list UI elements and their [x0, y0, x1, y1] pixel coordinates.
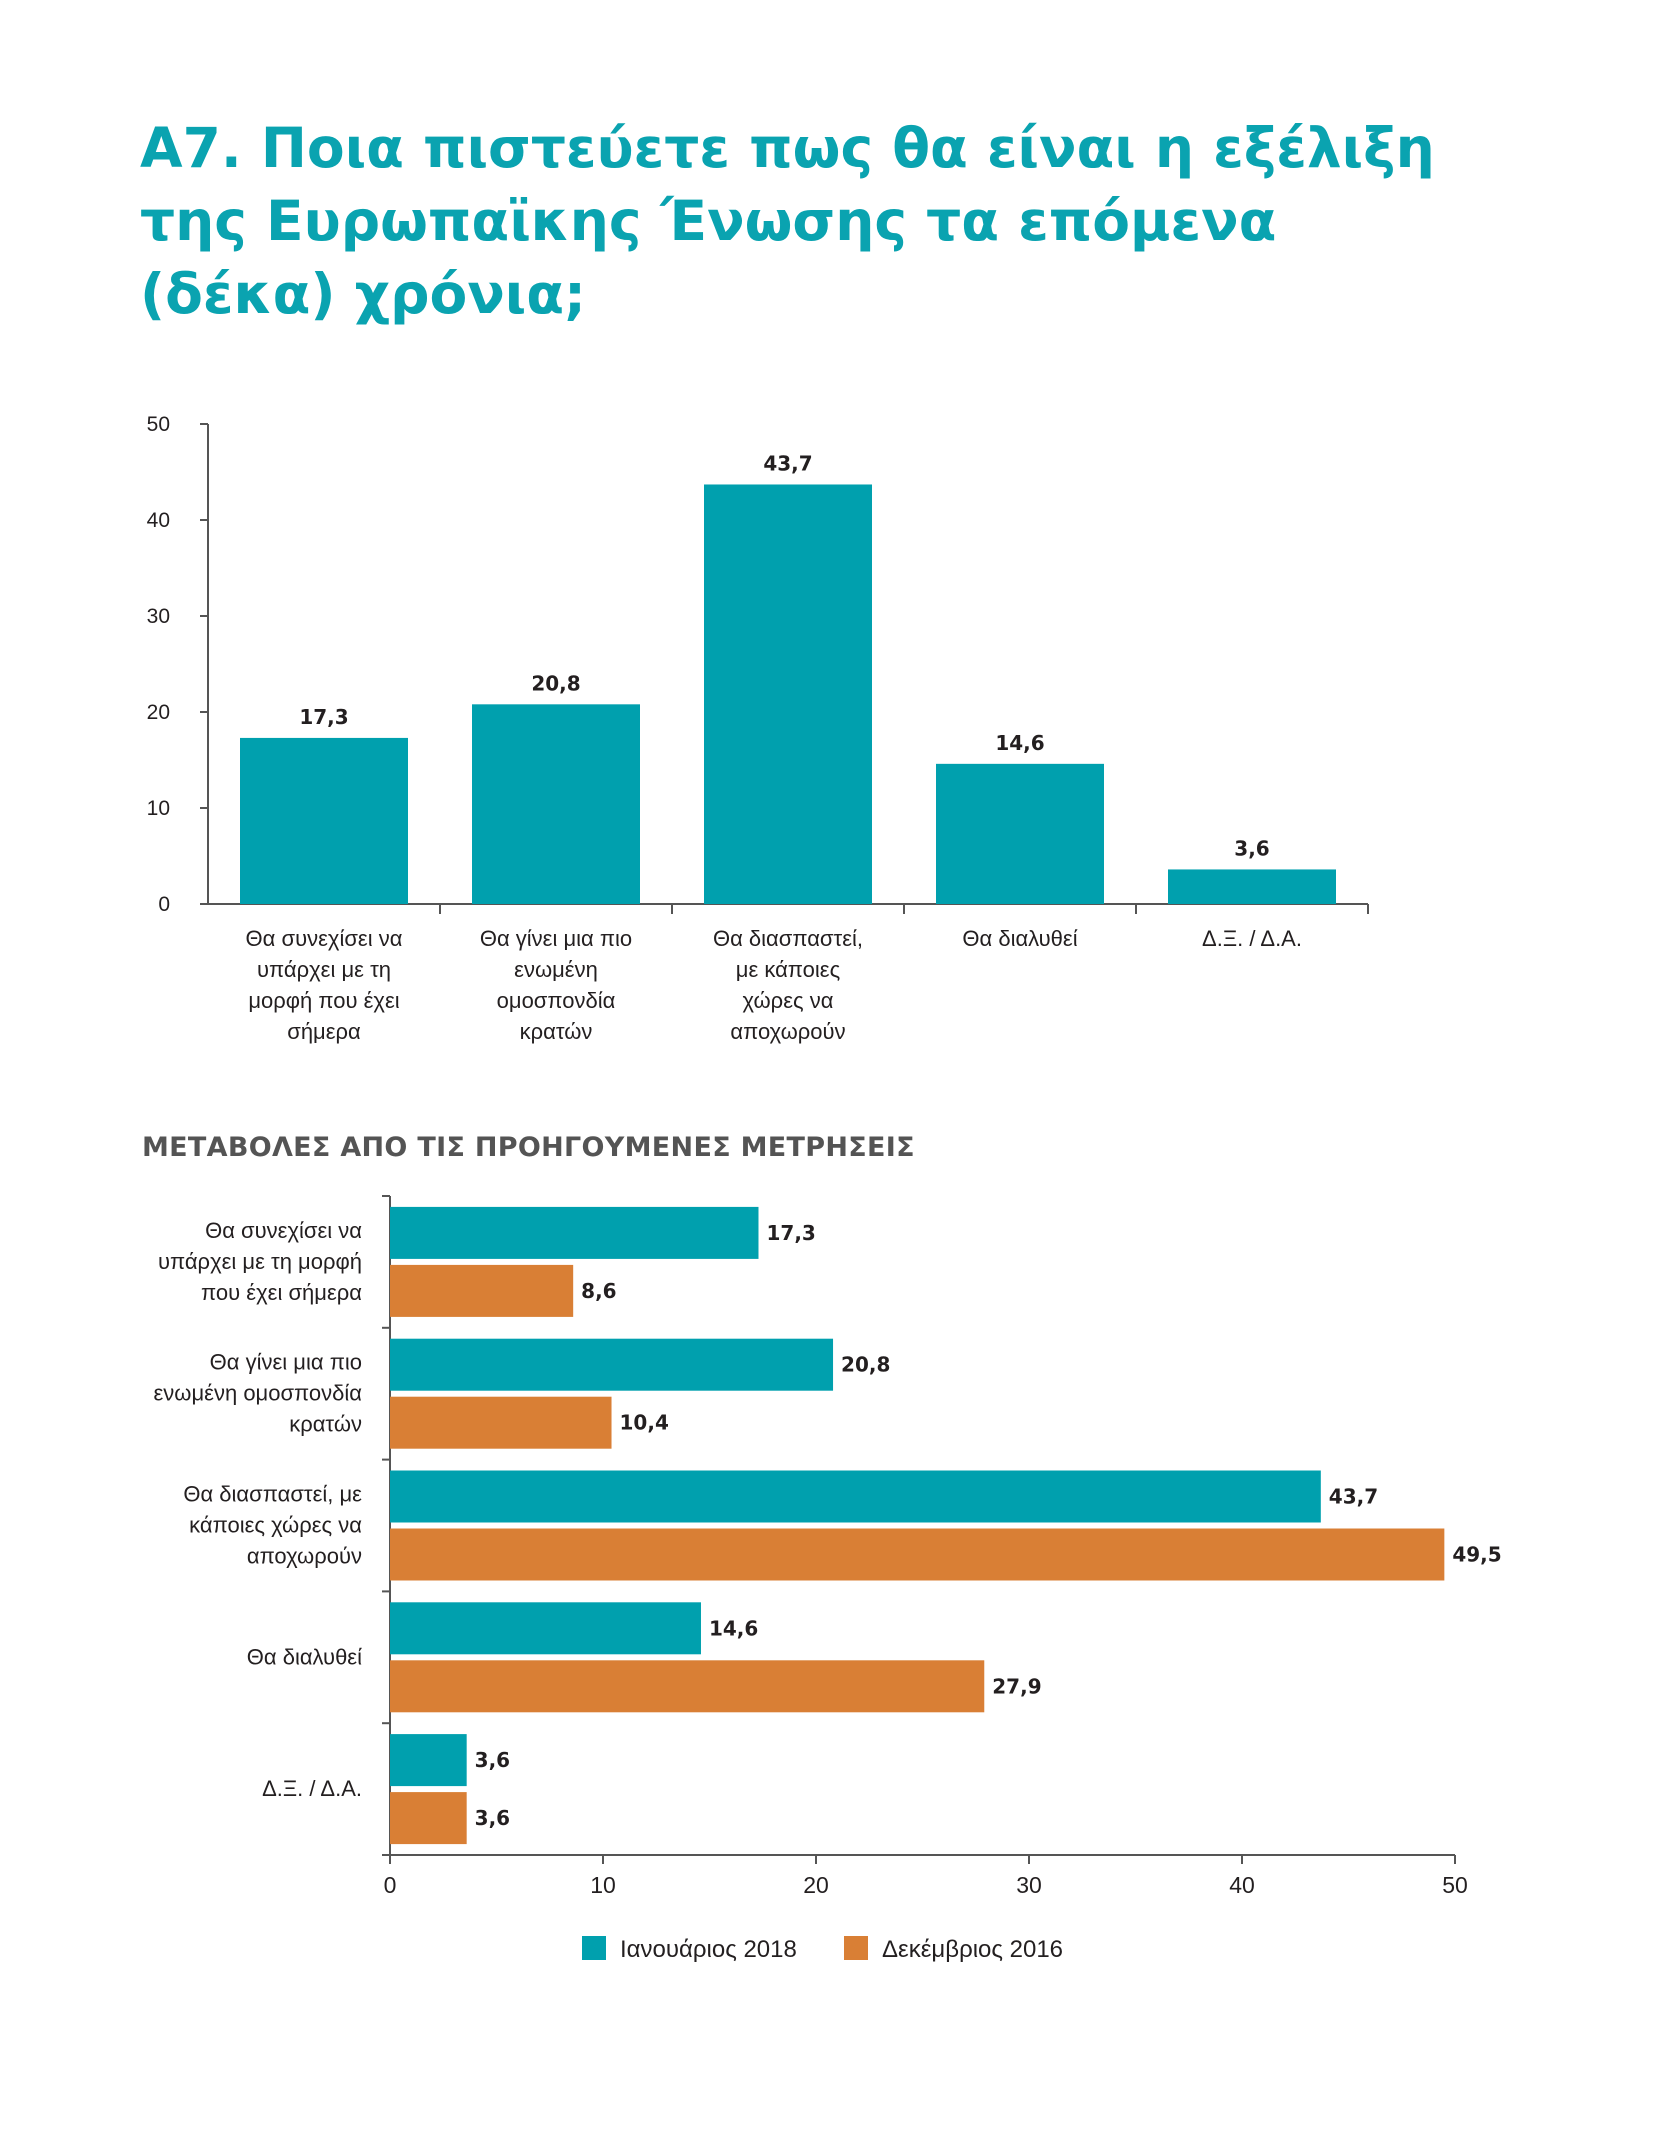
- data-label: 3,6: [475, 1806, 510, 1830]
- y-category-label: που έχει σήμερα: [201, 1280, 362, 1305]
- y-category-label: κάποιες χώρες να: [189, 1513, 362, 1538]
- x-tick-label: 10: [590, 1872, 616, 1898]
- x-tick-label: 40: [1229, 1872, 1255, 1898]
- x-category-label: κρατών: [520, 1019, 593, 1044]
- y-tick-label: 10: [147, 797, 170, 820]
- y-category-label: κρατών: [289, 1412, 362, 1437]
- legend-swatch: [582, 1936, 606, 1960]
- bar: [390, 1734, 467, 1787]
- bar: [1168, 869, 1336, 904]
- bar: [240, 737, 408, 904]
- y-category-label: Θα διασπαστεί, με: [183, 1482, 362, 1507]
- page-title: Α7. Ποια πιστεύετε πως θα είναι η εξέλιξ…: [140, 116, 1435, 326]
- bar: [704, 484, 872, 904]
- x-category-label: με κάποιες: [736, 957, 840, 982]
- data-label: 27,9: [992, 1674, 1041, 1698]
- bar: [390, 1264, 574, 1317]
- y-tick-label: 40: [147, 509, 170, 532]
- data-label: 14,6: [709, 1616, 758, 1640]
- bar: [390, 1338, 834, 1391]
- section-subtitle: ΜΕΤΑΒΟΛΕΣ ΑΠΟ ΤΙΣ ΠΡΟΗΓΟΥΜΕΝΕΣ ΜΕΤΡΗΣΕΙΣ: [142, 1132, 915, 1163]
- x-category-label: σήμερα: [287, 1019, 361, 1044]
- y-category-label: Δ.Ξ. / Δ.Α.: [262, 1776, 362, 1801]
- x-category-label: Θα συνεχίσει να: [246, 926, 403, 951]
- y-category-label: υπάρχει με τη μορφή: [158, 1249, 362, 1274]
- data-label: 17,3: [766, 1221, 815, 1245]
- data-label: 14,6: [995, 731, 1044, 755]
- y-category-label: Θα γίνει μια πιο: [210, 1350, 362, 1375]
- x-category-label: υπάρχει με τη: [257, 957, 391, 982]
- x-tick-label: 30: [1016, 1872, 1042, 1898]
- data-label: 43,7: [1329, 1485, 1378, 1509]
- data-label: 17,3: [299, 705, 348, 729]
- bar: [390, 1470, 1321, 1523]
- y-category-label: Θα διαλυθεί: [247, 1644, 362, 1669]
- x-tick-label: 0: [384, 1872, 397, 1898]
- data-label: 3,6: [475, 1748, 510, 1772]
- data-label: 49,5: [1452, 1543, 1501, 1567]
- data-label: 43,7: [763, 451, 812, 475]
- bar: [472, 704, 640, 904]
- x-tick-label: 50: [1442, 1872, 1468, 1898]
- x-category-label: Θα διαλυθεί: [962, 926, 1077, 951]
- bar: [390, 1396, 612, 1449]
- x-category-label: Θα διασπαστεί,: [713, 926, 863, 951]
- y-tick-label: 20: [147, 701, 170, 724]
- y-category-label: ενωμένη ομοσπονδία: [154, 1381, 363, 1406]
- data-label: 8,6: [581, 1279, 616, 1303]
- y-category-label: αποχωρούν: [247, 1544, 362, 1569]
- x-category-label: ενωμένη: [514, 957, 598, 982]
- bar: [390, 1528, 1445, 1581]
- vertical-bar-chart: 0 10 20 30 40 50 17,3 Θα συνεχίσει να υπάρχει με…: [147, 413, 1369, 1044]
- x-tick-label: 20: [803, 1872, 829, 1898]
- x-category-label: χώρες να: [743, 988, 834, 1013]
- y-category-label: Θα συνεχίσει να: [205, 1218, 362, 1243]
- x-category-label: αποχωρούν: [730, 1019, 845, 1044]
- bar: [390, 1206, 759, 1259]
- data-label: 3,6: [1234, 836, 1269, 860]
- x-category-label: Θα γίνει μια πιο: [480, 926, 632, 951]
- data-label: 20,8: [531, 671, 580, 695]
- x-category-label: Δ.Ξ. / Δ.Α.: [1202, 926, 1302, 951]
- data-label: 10,4: [620, 1411, 669, 1435]
- bar: [936, 763, 1104, 904]
- y-tick-label: 0: [158, 893, 170, 916]
- x-category-label: ομοσπονδία: [497, 988, 616, 1013]
- bar: [390, 1660, 985, 1713]
- x-category-label: μορφή που έχει: [248, 988, 399, 1013]
- y-tick-label: 30: [147, 605, 170, 628]
- bar: [390, 1792, 467, 1845]
- data-label: 20,8: [841, 1353, 890, 1377]
- y-tick-label: 50: [147, 413, 170, 436]
- bar: [390, 1602, 701, 1655]
- legend-label: Δεκέμβριος 2016: [882, 1936, 1063, 1963]
- legend-label: Ιανουάριος 2018: [620, 1936, 797, 1963]
- legend-swatch: [844, 1936, 868, 1960]
